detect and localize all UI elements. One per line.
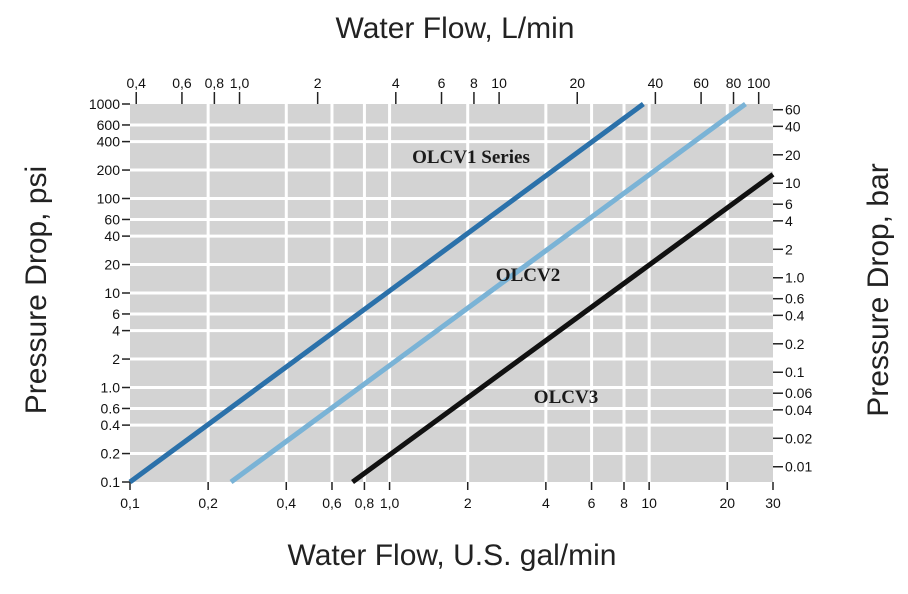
x-top-tick-label: 6 xyxy=(438,75,446,91)
x-top-tick-label: 10 xyxy=(491,75,507,91)
x-tick-label: 1,0 xyxy=(380,495,400,511)
y-right-tick-label: 0.4 xyxy=(785,307,805,323)
x-top-tick-label: 2 xyxy=(314,75,322,91)
series-label: OLCV3 xyxy=(534,387,598,408)
y-right-tick-label: 20 xyxy=(785,147,801,163)
x-tick-label: 20 xyxy=(720,495,736,511)
x-tick-label: 2 xyxy=(464,495,472,511)
y-tick-label: 60 xyxy=(104,211,120,227)
x-axis-title-top: Water Flow, L/min xyxy=(336,12,575,45)
y-tick-label: 20 xyxy=(104,257,120,273)
y-right-tick-label: 0.2 xyxy=(785,336,805,352)
y-right-tick-label: 2 xyxy=(785,241,793,257)
y-axis-title-right: Pressure Drop, bar xyxy=(862,163,895,416)
y-axis-title-left: Pressure Drop, psi xyxy=(20,166,53,414)
series-line-olcv1-series xyxy=(128,101,645,485)
y-right-tick-label: 1.0 xyxy=(785,270,805,286)
x-top-tick-label: 4 xyxy=(392,75,400,91)
y-tick-label: 200 xyxy=(97,162,121,178)
y-right-tick-label: 0.04 xyxy=(785,402,812,418)
y-right-tick-label: 10 xyxy=(785,175,801,191)
axes: 0,1 0,2 0,4 0,6 0,8 1,0 2 4 6 8 10 20 300.10.20.40.6… xyxy=(89,75,813,511)
y-tick-label: 2 xyxy=(112,351,120,367)
y-tick-label: 0.6 xyxy=(101,400,121,416)
y-tick-label: 400 xyxy=(97,134,121,150)
x-axis-title-bottom: Water Flow, U.S. gal/min xyxy=(288,539,617,572)
y-tick-label: 0.2 xyxy=(101,446,121,462)
y-tick-label: 1.0 xyxy=(101,380,121,396)
y-tick-label: 0.4 xyxy=(101,417,121,433)
y-tick-label: 4 xyxy=(112,323,120,339)
y-right-tick-label: 40 xyxy=(785,118,801,134)
x-top-tick-label: 100 xyxy=(747,75,771,91)
series-line-olcv3 xyxy=(351,172,775,485)
x-tick-label: 0,8 xyxy=(355,495,375,511)
x-tick-label: 4 xyxy=(542,495,550,511)
x-tick-label: 0,2 xyxy=(198,495,218,511)
x-top-tick-label: 20 xyxy=(569,75,585,91)
x-tick-label: 30 xyxy=(765,495,781,511)
x-top-tick-label: 1,0 xyxy=(230,75,250,91)
x-top-tick-label: 0,6 xyxy=(172,75,192,91)
x-tick-label: 8 xyxy=(620,495,628,511)
y-tick-label: 100 xyxy=(97,191,121,207)
y-tick-label: 40 xyxy=(104,228,120,244)
x-tick-label: 0,6 xyxy=(322,495,342,511)
y-tick-label: 0.1 xyxy=(101,474,121,490)
y-right-tick-label: 6 xyxy=(785,196,793,212)
series-lines xyxy=(128,101,775,485)
y-right-tick-label: 0.1 xyxy=(785,364,805,380)
x-top-tick-label: 0,8 xyxy=(205,75,225,91)
y-right-tick-label: 4 xyxy=(785,213,793,229)
y-tick-label: 10 xyxy=(104,285,120,301)
y-right-tick-label: 0.6 xyxy=(785,291,805,307)
x-top-tick-label: 60 xyxy=(693,75,709,91)
x-top-tick-label: 0,4 xyxy=(126,75,146,91)
x-tick-label: 0,4 xyxy=(277,495,297,511)
series-label: OLCV2 xyxy=(496,265,560,286)
y-right-tick-label: 0.02 xyxy=(785,430,812,446)
y-right-tick-label: 0.01 xyxy=(785,459,812,475)
y-right-tick-label: 60 xyxy=(785,102,801,118)
x-tick-label: 0,1 xyxy=(120,495,140,511)
y-tick-label: 600 xyxy=(97,117,121,133)
y-right-tick-label: 0.06 xyxy=(785,385,812,401)
x-tick-label: 10 xyxy=(641,495,657,511)
series-line-olcv2 xyxy=(229,101,747,485)
y-tick-label: 6 xyxy=(112,306,120,322)
grid-lines xyxy=(130,104,773,482)
x-top-tick-label: 8 xyxy=(470,75,478,91)
x-top-tick-label: 40 xyxy=(648,75,664,91)
series-label: OLCV1 Series xyxy=(412,147,530,168)
y-tick-label: 1000 xyxy=(89,96,120,112)
series-labels: OLCV1 Series OLCV2 OLCV3 xyxy=(412,147,598,408)
x-tick-label: 6 xyxy=(588,495,596,511)
x-top-tick-label: 80 xyxy=(726,75,742,91)
